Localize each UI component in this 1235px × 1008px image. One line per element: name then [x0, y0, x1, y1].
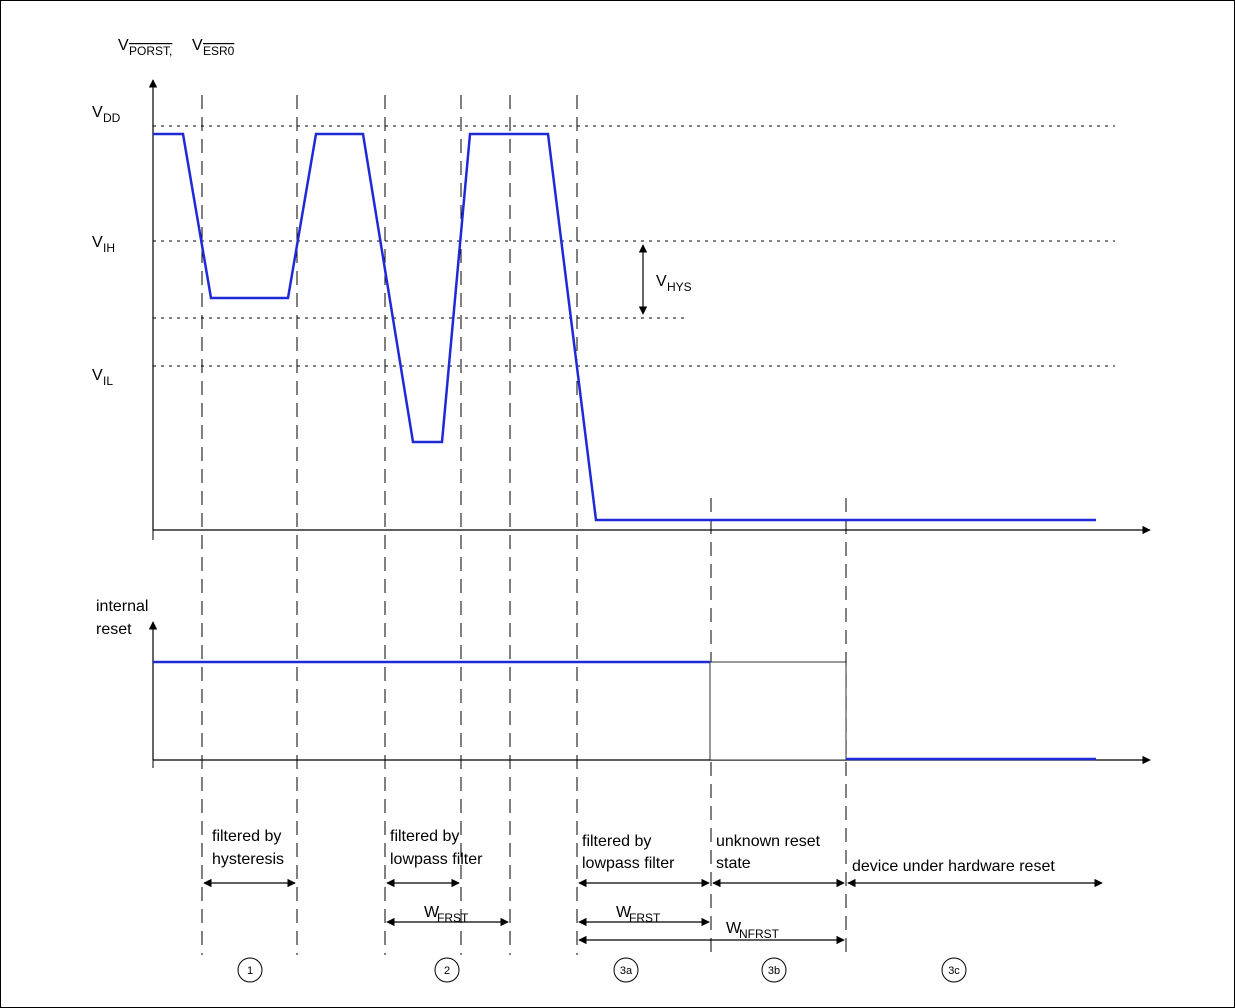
- marker-3b-text: 3b: [768, 965, 780, 977]
- region-3c-annotation: device under hardware reset: [847, 858, 1103, 888]
- vdd-label-sub: DD: [103, 111, 121, 125]
- region-3b-text-line2: state: [716, 855, 751, 872]
- region-3b-width-label-sub: NFRST: [739, 927, 780, 941]
- vhys-label-sub: HYS: [667, 280, 692, 294]
- region-3b-width-label: W: [726, 920, 742, 937]
- y-axis-label: V PORST, V ESR0: [118, 37, 235, 58]
- vdd-label: V: [92, 104, 103, 121]
- y-label-v1: V: [118, 37, 129, 54]
- region-1-annotation: filtered by hysteresis: [203, 828, 296, 888]
- y-label-v2-sub: ESR0: [203, 44, 235, 58]
- marker-1-text: 1: [247, 965, 253, 977]
- marker-3c-text: 3c: [948, 965, 960, 977]
- vhys-indicator: V HYS: [638, 244, 692, 315]
- marker-3a: 3a: [613, 957, 639, 983]
- region-3a-text-line2: lowpass filter: [582, 855, 675, 872]
- unknown-state-box: [709, 661, 847, 761]
- vhys-label: V: [656, 273, 667, 290]
- region-3a-width-label-sub: FRST: [629, 911, 661, 925]
- vih-label: V: [92, 234, 103, 251]
- marker-2: 2: [434, 957, 460, 983]
- lower-axes: [148, 621, 1151, 768]
- region-3b-annotation: unknown reset state W NFRST: [578, 833, 845, 945]
- marker-3a-text: 3a: [620, 965, 633, 977]
- region-1-text-line2: hysteresis: [212, 851, 284, 868]
- marker-3c: 3c: [941, 957, 967, 983]
- region-dividers: [201, 95, 847, 955]
- marker-2-text: 2: [444, 965, 450, 977]
- internal-reset-line2: reset: [96, 621, 132, 638]
- region-2-width-label-sub: FRST: [437, 911, 469, 925]
- marker-1: 1: [237, 957, 263, 983]
- level-lines: [153, 125, 1115, 367]
- y-label-v2: V: [192, 37, 203, 54]
- marker-3b: 3b: [761, 957, 787, 983]
- region-2-text-line1: filtered by: [390, 828, 459, 845]
- vil-label-sub: IL: [103, 374, 113, 388]
- region-2-text-line2: lowpass filter: [390, 851, 483, 868]
- input-waveform: [153, 132, 1096, 522]
- region-3a-annotation: filtered by lowpass filter W FRST: [578, 833, 710, 927]
- region-2-width-label: W: [424, 904, 440, 921]
- vih-label-sub: IH: [103, 241, 115, 255]
- level-labels: V DD V IH V IL: [92, 104, 121, 388]
- region-1-text-line1: filtered by: [212, 828, 281, 845]
- region-3b-text-line1: unknown reset: [716, 833, 821, 850]
- region-markers: 1 2 3a 3b 3c: [237, 957, 967, 983]
- upper-axes: [148, 79, 1151, 540]
- region-3a-text-line1: filtered by: [582, 833, 651, 850]
- region-3c-text: device under hardware reset: [852, 858, 1055, 875]
- internal-reset-label: internal reset: [96, 598, 148, 638]
- vil-label: V: [92, 367, 103, 384]
- region-3a-width-label: W: [616, 904, 632, 921]
- internal-reset-line1: internal: [96, 598, 148, 615]
- region-2-annotation: filtered by lowpass filter W FRST: [386, 828, 509, 927]
- y-label-v1-sub: PORST,: [129, 44, 172, 58]
